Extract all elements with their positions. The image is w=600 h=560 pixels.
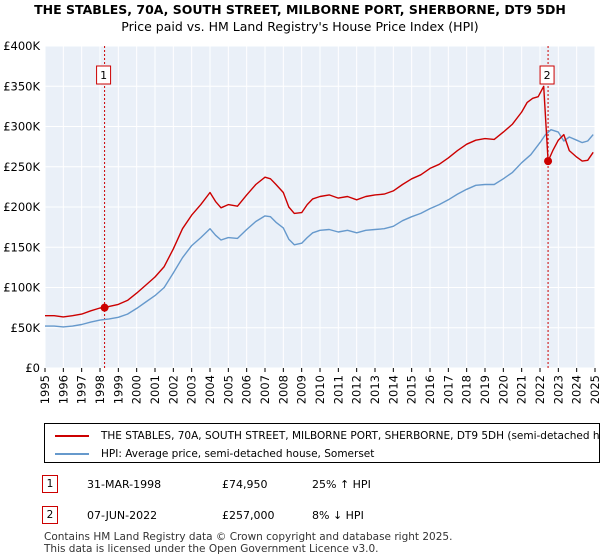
transaction-price: £257,000 (222, 508, 275, 522)
x-tick-label: 2014 (386, 375, 400, 404)
sale-markers (104, 46, 549, 368)
transaction-row-1: 1 31-MAR-1998 £74,950 25% ↑ HPI (42, 474, 371, 494)
sale-point (100, 303, 109, 312)
x-tick-label: 2020 (496, 375, 510, 404)
chart-title: THE STABLES, 70A, SOUTH STREET, MILBORNE… (34, 2, 566, 17)
y-tick-label: £50K (11, 321, 41, 335)
transaction-price: £74,950 (222, 477, 268, 491)
transaction-hpi-delta: 25% ↑ HPI (312, 477, 371, 491)
x-tick-label: 2016 (423, 375, 437, 404)
legend-item-hpi: HPI: Average price, semi-detached house,… (55, 445, 375, 462)
y-tick-label: £150K (3, 240, 40, 254)
footer-licence: This data is licensed under the Open Gov… (44, 543, 379, 555)
sale-label-box (539, 65, 555, 85)
x-tick-label: 2001 (148, 375, 162, 404)
hpi-line (45, 128, 594, 328)
x-tick-label: 2008 (276, 375, 290, 404)
x-tick-label: 1997 (75, 375, 89, 404)
x-tick-label: 2025 (588, 375, 600, 404)
legend-swatch-property (55, 435, 89, 437)
x-tick-label: 2019 (478, 375, 492, 404)
series-lines (45, 85, 594, 328)
chart-subtitle: Price paid vs. HM Land Registry's House … (121, 19, 479, 34)
sale-label: 2 (544, 69, 551, 82)
y-tick-label: £350K (3, 79, 40, 93)
x-tick-label: 2005 (221, 375, 235, 404)
x-tick-label: 2007 (258, 375, 272, 404)
sale-point (544, 157, 553, 166)
y-tick-label: £100K (3, 281, 40, 295)
x-tick-label: 2013 (368, 375, 382, 404)
x-tick-label: 2003 (185, 375, 199, 404)
x-tick-label: 2006 (240, 375, 254, 404)
x-tick-label: 2015 (405, 375, 419, 404)
x-tick-label: 2010 (313, 375, 327, 404)
x-tick-label: 2022 (533, 375, 547, 404)
transaction-hpi-delta: 8% ↓ HPI (312, 508, 364, 522)
sale-label: 1 (100, 69, 107, 82)
x-tick-label: 1996 (56, 375, 70, 404)
y-tick-label: £400K (3, 39, 40, 53)
x-tick-label: 1995 (38, 375, 52, 404)
footer-copyright: Contains HM Land Registry data © Crown c… (44, 531, 453, 543)
y-tick-label: £300K (3, 120, 40, 134)
x-tick-label: 2011 (331, 375, 345, 404)
x-tick-label: 2009 (295, 375, 309, 404)
y-tick-label: £0 (25, 361, 40, 375)
y-tick-label: £200K (3, 200, 40, 214)
x-tick-label: 2000 (130, 375, 144, 404)
transaction-number: 1 (42, 475, 58, 493)
legend-label-property: THE STABLES, 70A, SOUTH STREET, MILBORNE… (101, 430, 600, 442)
x-tick-label: 2024 (570, 375, 584, 404)
legend: THE STABLES, 70A, SOUTH STREET, MILBORNE… (44, 423, 600, 463)
x-tick-label: 2004 (203, 375, 217, 404)
x-tick-label: 2023 (551, 375, 565, 404)
legend-label-hpi: HPI: Average price, semi-detached house,… (101, 448, 375, 460)
x-tick-label: 2017 (441, 375, 455, 404)
property-price-line (45, 85, 594, 318)
sale-label-box (96, 65, 112, 85)
legend-item-property: THE STABLES, 70A, SOUTH STREET, MILBORNE… (55, 427, 600, 445)
x-axis-ticks: 1995 1996 1997 1998 1999 2000 2001 2002 2003 2004… (38, 368, 600, 404)
x-tick-label: 1998 (93, 375, 107, 404)
x-tick-label: 2021 (515, 375, 529, 404)
y-axis-ticks: £0 £50K £100K £150K £200K £250K £300K £350K £400… (3, 39, 40, 375)
x-tick-label: 2012 (350, 375, 364, 404)
x-tick-label: 2018 (460, 375, 474, 404)
transaction-date: 07-JUN-2022 (87, 508, 158, 522)
transaction-date: 31-MAR-1998 (87, 477, 162, 491)
gridlines (44, 45, 596, 369)
y-tick-label: £250K (3, 160, 40, 174)
x-tick-label: 2002 (166, 375, 180, 404)
transaction-number: 2 (42, 506, 58, 524)
legend-swatch-hpi (55, 453, 89, 455)
price-chart: £0 £50K £100K £150K £200K £250K £300K £350K £400… (3, 39, 600, 404)
x-tick-label: 1999 (111, 375, 125, 404)
transaction-row-2: 2 07-JUN-2022 £257,000 8% ↓ HPI (42, 505, 364, 525)
sale-points (100, 157, 553, 312)
